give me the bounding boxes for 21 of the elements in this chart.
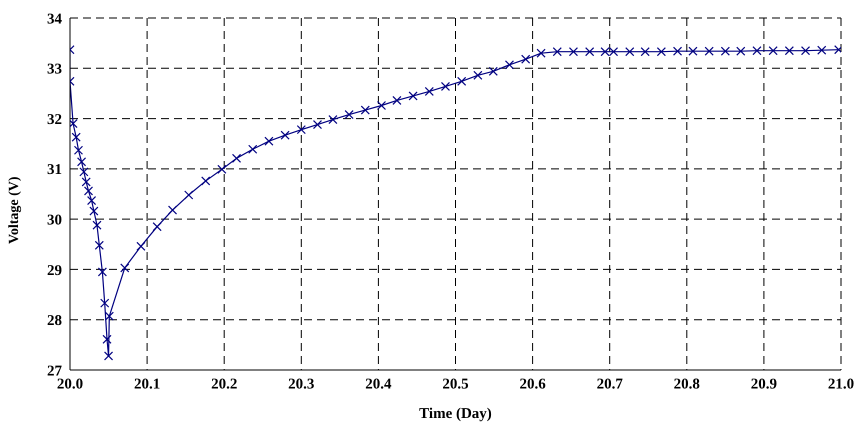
x-tick-label: 20.9	[750, 376, 778, 393]
y-tick-label: 33	[47, 62, 62, 78]
x-tick-label: 20.2	[211, 376, 238, 393]
x-tick-label: 20.5	[442, 376, 469, 393]
y-tick-label: 31	[47, 162, 62, 178]
y-tick-label: 34	[47, 11, 62, 28]
y-tick-label: 30	[47, 212, 62, 228]
y-tick-label: 27	[47, 363, 62, 380]
x-tick-label: 20.1	[134, 376, 160, 393]
x-axis-title: Time (Day)	[419, 406, 492, 422]
y-tick-label: 32	[47, 112, 62, 128]
x-tick-label: 20.8	[674, 376, 700, 393]
x-tick-label: 21.0	[828, 376, 854, 393]
x-tick-label: 20.3	[288, 376, 314, 393]
x-tick-label: 20.0	[56, 376, 84, 393]
y-tick-label: 28	[47, 313, 62, 330]
y-axis-title: Voltage (V)	[6, 176, 22, 244]
y-tick-label: 29	[47, 262, 62, 279]
x-tick-label: 20.6	[519, 376, 546, 393]
x-tick-label: 20.4	[365, 376, 392, 393]
x-tick-label: 20.7	[596, 376, 624, 393]
